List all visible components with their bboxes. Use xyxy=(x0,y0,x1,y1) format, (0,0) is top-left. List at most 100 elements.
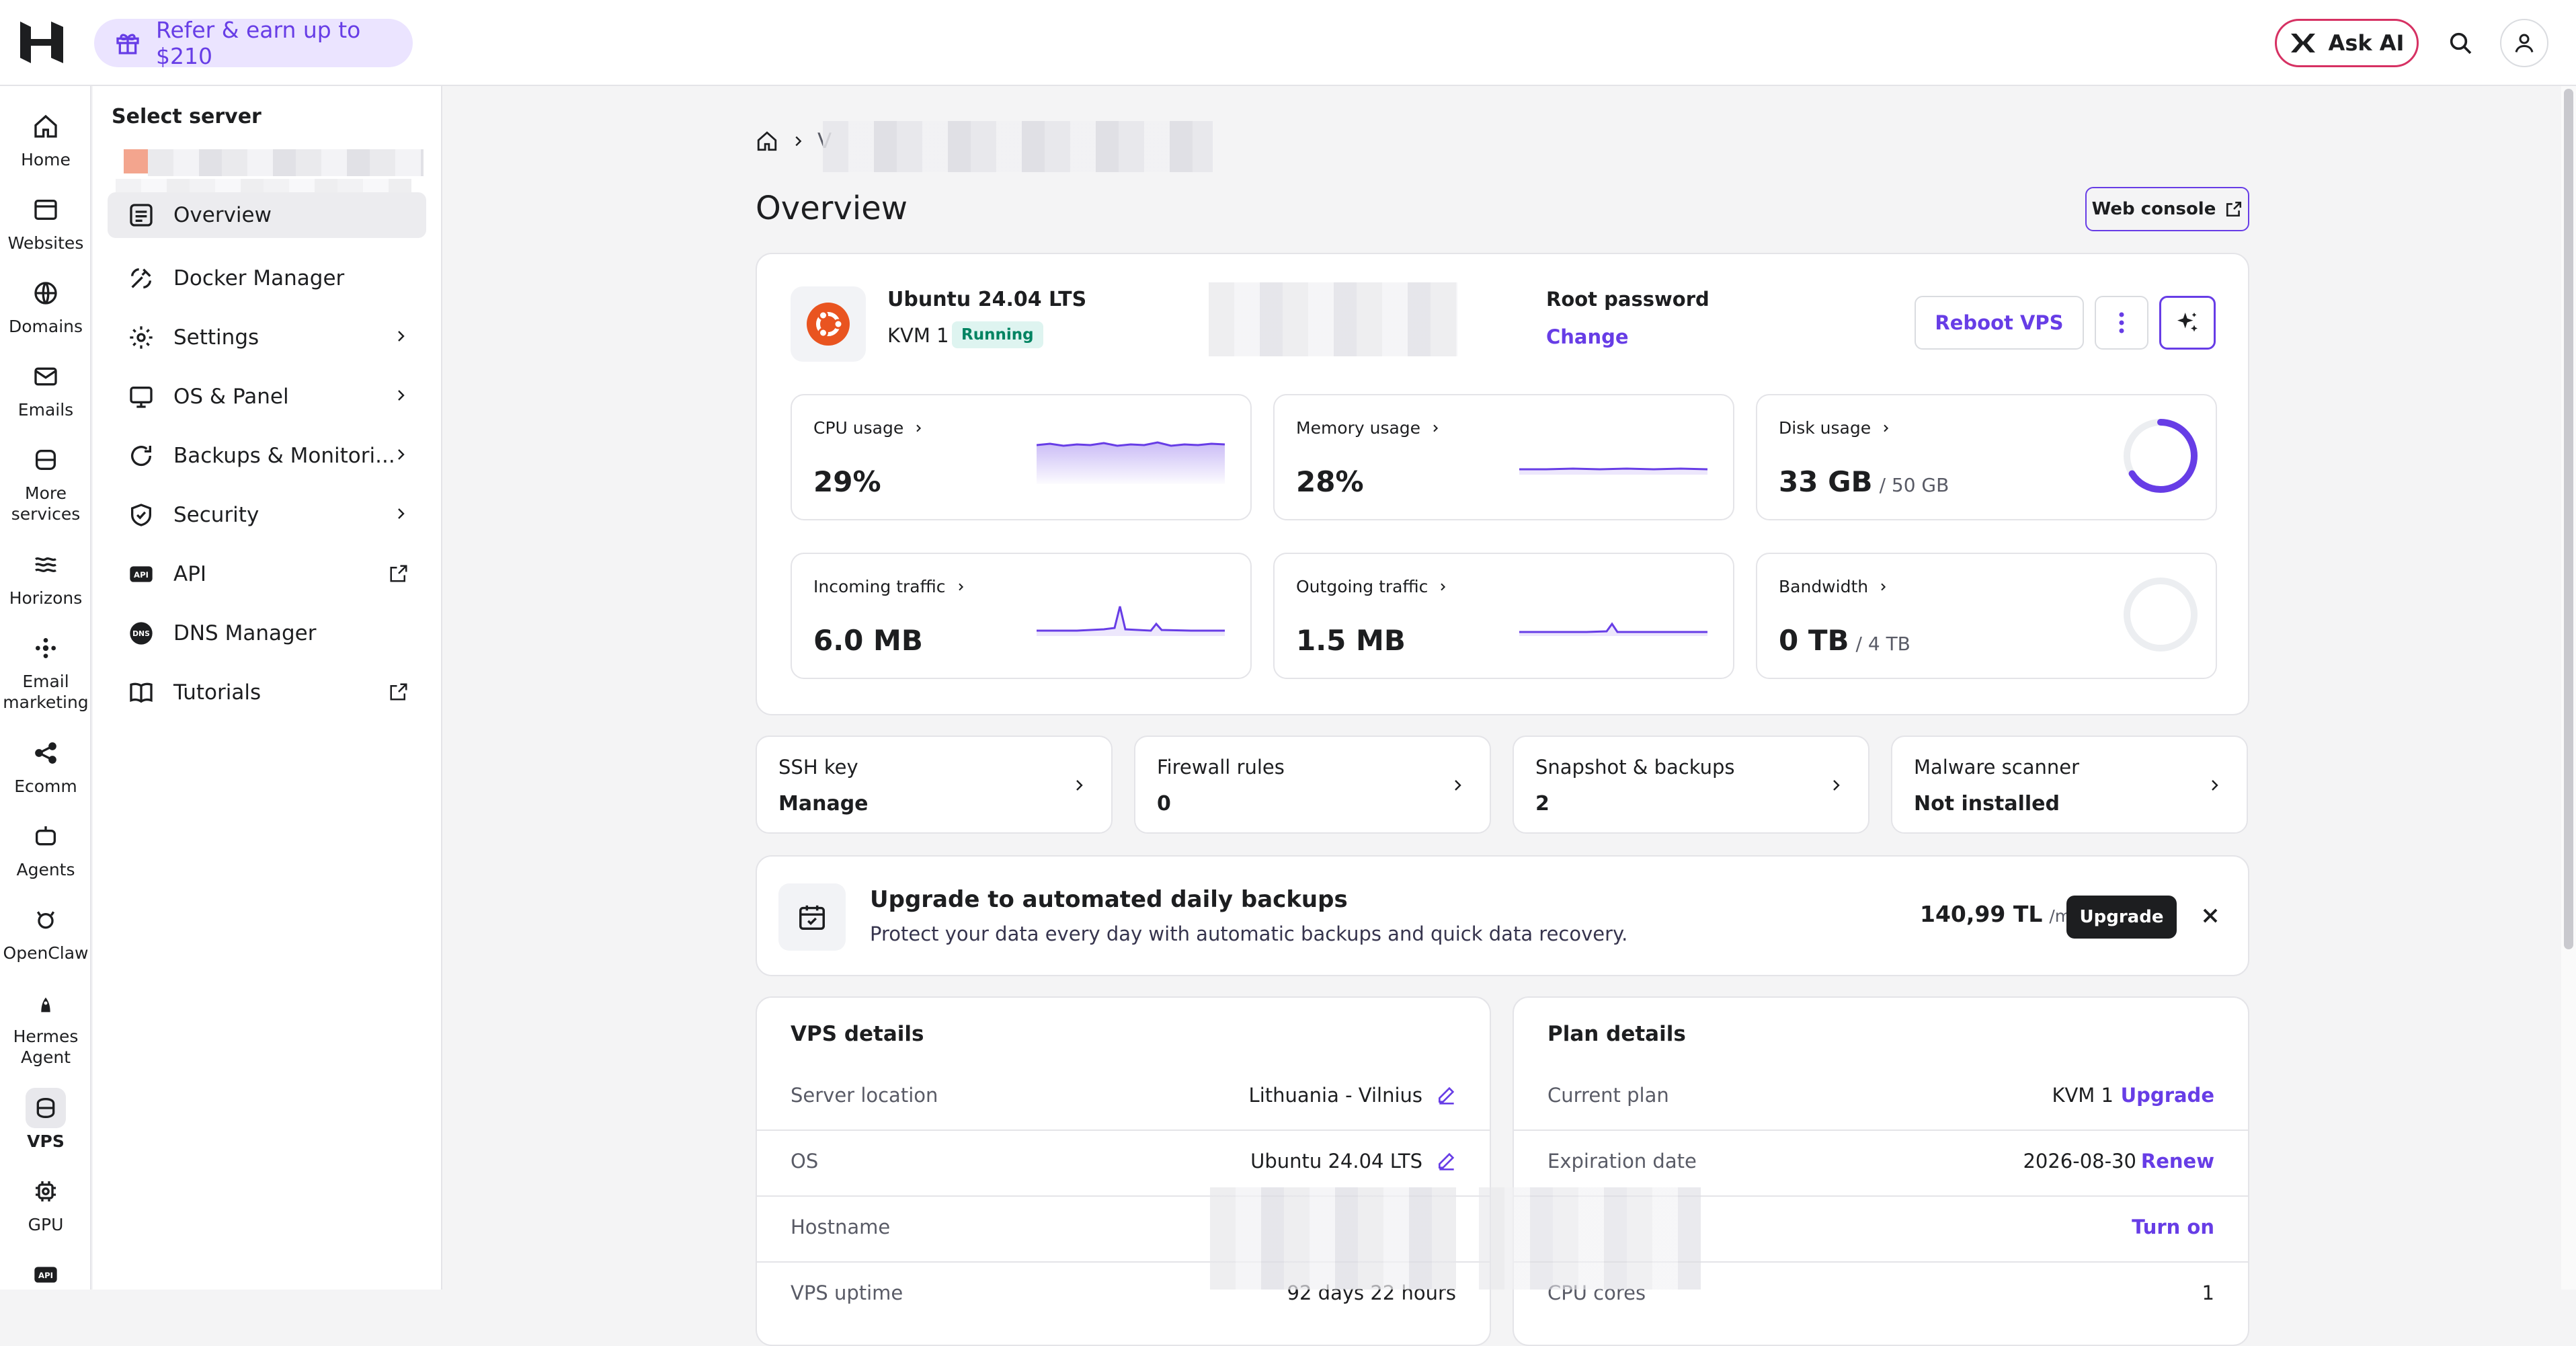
sidebar-item-tutorials[interactable]: Tutorials xyxy=(108,667,426,718)
rail-item-horizons[interactable]: Horizons xyxy=(0,545,91,608)
hermes-icon xyxy=(26,983,66,1023)
sidebar-item-docker-manager[interactable]: Docker Manager xyxy=(108,253,426,304)
rail-item-ecomm[interactable]: Ecomm xyxy=(0,733,91,797)
rail-item-gpu[interactable]: GPU xyxy=(0,1171,91,1235)
rail-item-websites[interactable]: Websites xyxy=(0,190,91,253)
cpu-usage-tile[interactable]: CPU usage 29% xyxy=(791,394,1252,520)
disk-usage-ring xyxy=(2124,419,2198,493)
incoming-traffic-tile[interactable]: Incoming traffic 6.0 MB xyxy=(791,553,1252,679)
turn-on-link[interactable]: Turn on xyxy=(2132,1216,2214,1238)
rail-item-label: Email marketing xyxy=(3,672,89,712)
promo-price: 140,99 TL xyxy=(1920,901,2043,927)
bandwidth-tile[interactable]: Bandwidth 0 TB / 4 TB xyxy=(1756,553,2217,679)
chevron-right-icon xyxy=(791,134,805,149)
account-button[interactable] xyxy=(2500,19,2548,67)
memory-usage-label: Memory usage xyxy=(1296,418,1421,438)
outgoing-traffic-tile[interactable]: Outgoing traffic 1.5 MB xyxy=(1273,553,1734,679)
ask-ai-button[interactable]: Ask AI xyxy=(2275,19,2419,67)
chevron-right-icon xyxy=(1878,582,1888,592)
breadcrumb: V xyxy=(756,129,832,153)
refer-earn-button[interactable]: Refer & earn up to $210 xyxy=(94,17,413,69)
incoming-traffic-value: 6.0 MB xyxy=(813,624,923,657)
gear-icon xyxy=(128,324,155,351)
rail-item-label: Domains xyxy=(8,317,83,336)
divider xyxy=(1514,1130,2248,1131)
rail-item-openclaw[interactable]: OpenClaw xyxy=(0,900,91,963)
sidebar-item-label: Docker Manager xyxy=(173,266,345,290)
quick-tile-firewall-rules[interactable]: Firewall rules 0 xyxy=(1134,736,1491,834)
sidebar-item-security[interactable]: Security xyxy=(108,489,426,541)
rail-item-email-marketing[interactable]: Email marketing xyxy=(0,628,91,713)
change-password-link[interactable]: Change xyxy=(1546,325,1629,348)
redacted-plan-row xyxy=(1479,1187,1701,1290)
disk-usage-tile[interactable]: Disk usage 33 GB / 50 GB xyxy=(1756,394,2217,520)
chip-icon xyxy=(26,1171,66,1212)
bandwidth-value: 0 TB xyxy=(1779,624,1849,657)
rail-item-emails[interactable]: Emails xyxy=(0,356,91,420)
book-icon xyxy=(128,679,155,706)
rail-item-more-services[interactable]: More services xyxy=(0,440,91,524)
external-link-icon xyxy=(389,682,409,702)
select-server-title: Select server xyxy=(112,105,261,128)
sidebar-item-label: OS & Panel xyxy=(173,385,289,409)
promo-subtitle: Protect your data every day with automat… xyxy=(870,922,1628,945)
memory-usage-tile[interactable]: Memory usage 28% xyxy=(1273,394,1734,520)
rail-item-label: VPS xyxy=(27,1132,65,1151)
web-console-button[interactable]: Web console xyxy=(2085,187,2249,231)
detail-label: OS xyxy=(791,1150,819,1173)
rail-item-vps[interactable]: VPS xyxy=(0,1088,91,1152)
sidebar-item-label: Settings xyxy=(173,325,259,350)
divider xyxy=(757,1261,1490,1263)
external-link-icon xyxy=(389,563,409,584)
rail-item-api[interactable]: API xyxy=(0,1255,91,1298)
bandwidth-label: Bandwidth xyxy=(1779,577,1869,596)
detail-row: Expiration date Renew 2026-08-30 xyxy=(1514,1130,2248,1195)
redacted-hostname xyxy=(1210,1187,1456,1290)
reboot-vps-button[interactable]: Reboot VPS xyxy=(1915,296,2084,350)
rail-item-domains[interactable]: Domains xyxy=(0,273,91,337)
rail-item-hermes-agent[interactable]: Hermes Agent xyxy=(0,983,91,1068)
quick-tile-malware-scanner[interactable]: Malware scanner Not installed xyxy=(1891,736,2248,834)
rail-item-agents[interactable]: Agents xyxy=(0,816,91,880)
renew-link[interactable]: Renew xyxy=(2140,1150,2214,1173)
detail-label: Hostname xyxy=(791,1216,891,1238)
sidebar-item-api[interactable]: API API xyxy=(108,549,426,600)
rail-item-home[interactable]: Home xyxy=(0,106,91,170)
more-options-button[interactable] xyxy=(2095,296,2148,350)
plan-details-card: Plan details Current plan Upgrade KVM 1 Exp… xyxy=(1513,996,2249,1346)
server-os: Ubuntu 24.04 LTS xyxy=(887,288,1087,311)
edit-icon[interactable] xyxy=(1436,1084,1457,1105)
sidebar-item-overview[interactable]: Overview xyxy=(108,192,426,238)
backup-upgrade-banner: Upgrade to automated daily backups Prote… xyxy=(756,855,2249,976)
promo-upgrade-button[interactable]: Upgrade xyxy=(2066,896,2177,939)
sidebar-item-os-panel[interactable]: OS & Panel xyxy=(108,371,426,422)
sidebar-item-dns-manager[interactable]: DNS DNS Manager xyxy=(108,608,426,659)
home-icon xyxy=(26,106,66,147)
scrollbar-thumb[interactable] xyxy=(2564,89,2573,949)
redacted-server-name xyxy=(823,121,1213,172)
quick-tile-ssh-key[interactable]: SSH key Manage xyxy=(756,736,1113,834)
chevron-right-icon xyxy=(2206,777,2222,793)
chevron-right-icon xyxy=(1828,777,1844,793)
upgrade-link[interactable]: Upgrade xyxy=(2120,1084,2214,1107)
chevron-right-icon xyxy=(955,582,966,592)
rail-item-label: Agents xyxy=(16,860,75,879)
sidebar-item-settings[interactable]: Settings xyxy=(108,312,426,363)
hostinger-logo[interactable] xyxy=(17,20,66,65)
quick-tile-snapshot-backups[interactable]: Snapshot & backups 2 xyxy=(1513,736,1869,834)
sidebar-item-backups-monitori[interactable]: Backups & Monitori... xyxy=(108,430,426,481)
main-nav-rail: Home Websites Domains Emails More services Ho… xyxy=(0,86,91,1290)
close-icon[interactable] xyxy=(2198,904,2222,928)
api-icon: API xyxy=(26,1255,66,1295)
home-icon[interactable] xyxy=(756,130,778,153)
calendar-check-icon xyxy=(778,883,846,951)
ai-assistant-button[interactable] xyxy=(2159,296,2216,350)
detail-label: Expiration date xyxy=(1547,1150,1697,1173)
search-button[interactable] xyxy=(2436,19,2485,67)
quick-tile-label: Firewall rules xyxy=(1157,756,1285,779)
svg-text:API: API xyxy=(38,1271,53,1280)
root-password-label: Root password xyxy=(1546,288,1709,311)
bandwidth-ring xyxy=(2124,578,2198,651)
edit-icon[interactable] xyxy=(1436,1150,1457,1171)
chevron-right-icon xyxy=(1880,423,1891,434)
